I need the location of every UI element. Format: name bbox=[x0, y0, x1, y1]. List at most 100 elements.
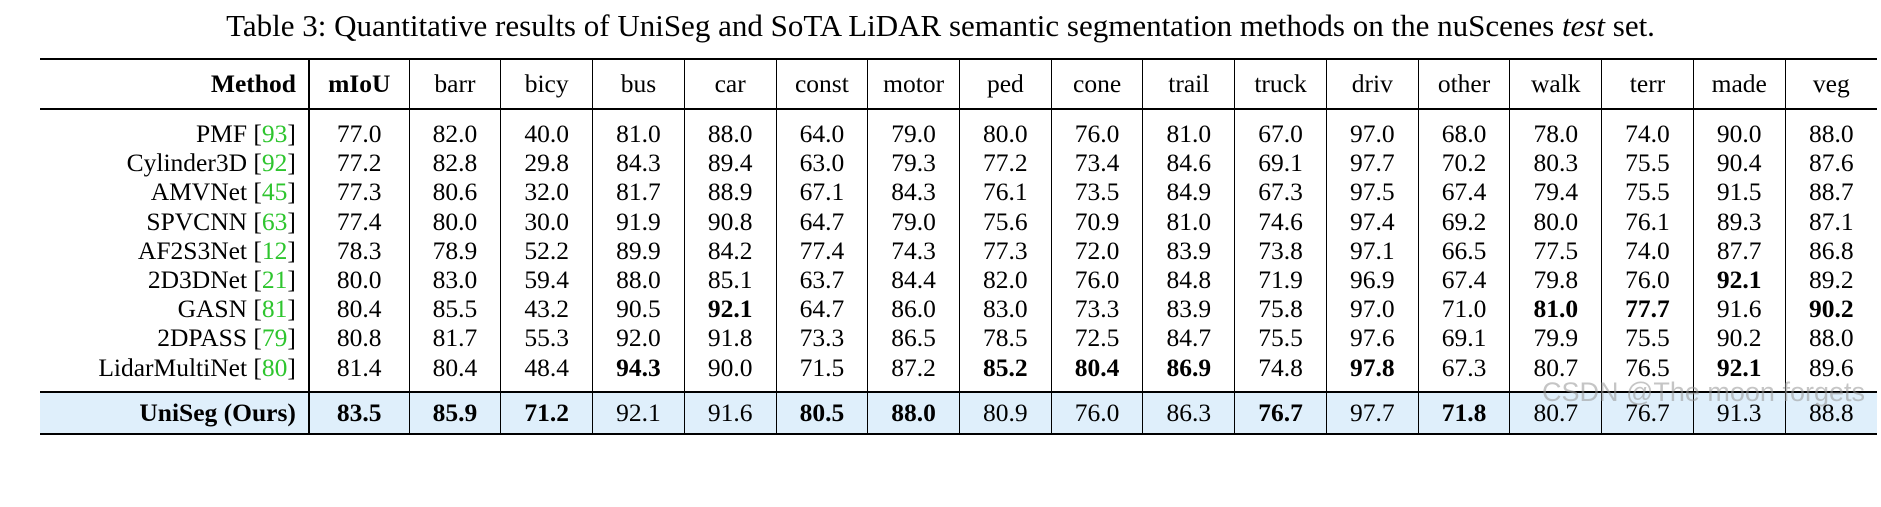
value-cell: 88.0 bbox=[592, 264, 685, 295]
value-cell: 86.9 bbox=[1142, 352, 1235, 392]
value-cell: 85.2 bbox=[958, 352, 1052, 392]
value-cell: 81.0 bbox=[1509, 294, 1602, 324]
value-cell: 80.0 bbox=[307, 264, 410, 295]
citation-ref: 81 bbox=[261, 294, 288, 324]
value-cell: 72.5 bbox=[1050, 323, 1143, 353]
value-cell: 86.8 bbox=[1784, 235, 1877, 265]
value-cell: 70.2 bbox=[1417, 148, 1510, 178]
value-cell: 43.2 bbox=[500, 294, 593, 324]
value-cell: 80.7 bbox=[1509, 390, 1602, 435]
caption-italic: test bbox=[1561, 8, 1605, 43]
value-cell: 76.1 bbox=[1601, 206, 1694, 236]
value-cell: 76.1 bbox=[958, 177, 1052, 207]
column-header: const bbox=[775, 58, 868, 110]
value-cell: 73.4 bbox=[1050, 148, 1143, 178]
value-cell: 97.8 bbox=[1325, 352, 1419, 392]
method-cell: PMF [93] bbox=[195, 119, 296, 149]
value-cell: 84.7 bbox=[1142, 323, 1235, 353]
value-cell: 80.0 bbox=[408, 206, 501, 236]
value-cell: 96.9 bbox=[1325, 264, 1419, 295]
value-cell: 76.0 bbox=[1050, 264, 1143, 295]
value-cell: 71.2 bbox=[500, 390, 593, 435]
citation-ref: 45 bbox=[261, 177, 288, 207]
value-cell: 90.5 bbox=[592, 294, 685, 324]
value-cell: 77.3 bbox=[958, 235, 1052, 265]
value-cell: 67.1 bbox=[775, 177, 868, 207]
value-cell: 88.8 bbox=[1784, 390, 1877, 435]
value-cell: 73.3 bbox=[775, 323, 868, 353]
method-rows: PMF [93] 77.0 82.0 40.0 81.0 88.0 64.0 79.0 80.0… bbox=[40, 109, 1877, 392]
method-name: LidarMultiNet bbox=[98, 352, 248, 382]
value-cell: 76.0 bbox=[1601, 264, 1694, 295]
value-cell: 64.0 bbox=[775, 109, 868, 149]
value-cell: 77.2 bbox=[307, 148, 410, 178]
value-cell: 79.9 bbox=[1509, 323, 1602, 353]
value-cell: 88.0 bbox=[1784, 109, 1877, 149]
value-cell: 89.2 bbox=[1784, 264, 1877, 295]
value-cell: 90.2 bbox=[1692, 323, 1786, 353]
citation-ref: 80 bbox=[261, 352, 288, 382]
value-cell: 84.6 bbox=[1142, 148, 1235, 178]
value-cell: 79.4 bbox=[1509, 177, 1602, 207]
value-cell: 78.9 bbox=[408, 235, 501, 265]
value-cell: 67.3 bbox=[1234, 177, 1327, 207]
value-cell: 80.3 bbox=[1509, 148, 1602, 178]
value-cell: 79.3 bbox=[867, 148, 960, 178]
value-cell: 77.4 bbox=[307, 206, 410, 236]
value-cell: 83.0 bbox=[958, 294, 1052, 324]
table-row: 2D3DNet [21] 80.0 83.0 59.4 88.0 85.1 63.7 84.4… bbox=[40, 264, 1877, 295]
value-cell: 86.0 bbox=[867, 294, 960, 324]
method-name: AF2S3Net bbox=[137, 235, 248, 265]
value-cell: 84.2 bbox=[683, 235, 777, 265]
value-cell: 92.1 bbox=[592, 390, 685, 435]
value-cell: 73.3 bbox=[1050, 294, 1143, 324]
value-cell: 97.1 bbox=[1325, 235, 1419, 265]
value-cell: 88.0 bbox=[1784, 323, 1877, 353]
value-cell: 97.0 bbox=[1325, 109, 1419, 149]
method-name: GASN bbox=[177, 294, 248, 324]
value-cell: 83.5 bbox=[307, 390, 410, 435]
value-cell: 71.9 bbox=[1234, 264, 1327, 295]
value-cell: 76.0 bbox=[1050, 390, 1143, 435]
table-row: GASN [81] 80.4 85.5 43.2 90.5 92.1 64.7 86.0 83.… bbox=[40, 294, 1877, 324]
value-cell: 67.0 bbox=[1234, 109, 1327, 149]
value-cell: 84.3 bbox=[867, 177, 960, 207]
value-cell: 90.0 bbox=[683, 352, 777, 392]
value-cell: 55.3 bbox=[500, 323, 593, 353]
value-cell: 97.4 bbox=[1325, 206, 1419, 236]
value-cell: 86.3 bbox=[1142, 390, 1235, 435]
value-cell: 91.6 bbox=[683, 390, 777, 435]
method-cell-ours: UniSeg (Ours) bbox=[40, 390, 309, 435]
value-cell: 82.0 bbox=[408, 109, 501, 149]
value-cell: 76.7 bbox=[1601, 390, 1694, 435]
value-cell: 77.0 bbox=[307, 109, 410, 149]
value-cell: 48.4 bbox=[500, 352, 593, 392]
value-cell: 72.0 bbox=[1050, 235, 1143, 265]
value-cell: 87.2 bbox=[867, 352, 960, 392]
column-header: driv bbox=[1325, 58, 1419, 110]
table-row: Cylinder3D [92] 77.2 82.8 29.8 84.3 89.4 63.0 7… bbox=[40, 148, 1877, 178]
value-cell: 63.7 bbox=[775, 264, 868, 295]
value-cell: 83.0 bbox=[408, 264, 501, 295]
table-row: PMF [93] 77.0 82.0 40.0 81.0 88.0 64.0 79.0 80.0… bbox=[40, 109, 1877, 149]
value-cell: 92.1 bbox=[1692, 264, 1786, 295]
method-cell: SPVCNN [63] bbox=[146, 206, 296, 236]
value-cell: 81.0 bbox=[1142, 109, 1235, 149]
value-cell: 75.5 bbox=[1601, 323, 1694, 353]
value-cell: 74.0 bbox=[1601, 235, 1694, 265]
value-cell: 77.7 bbox=[1601, 294, 1694, 324]
method-cell: 2DPASS [79] bbox=[157, 323, 296, 353]
value-cell: 77.3 bbox=[307, 177, 410, 207]
caption-prefix: Table 3: Quantitative results of UniSeg … bbox=[226, 8, 1562, 43]
value-cell: 91.9 bbox=[592, 206, 685, 236]
value-cell: 74.6 bbox=[1234, 206, 1327, 236]
value-cell: 76.7 bbox=[1234, 390, 1327, 435]
table-row: 2DPASS [79] 80.8 81.7 55.3 92.0 91.8 73.3 86.5 7… bbox=[40, 323, 1877, 353]
value-cell: 32.0 bbox=[500, 177, 593, 207]
value-cell: 97.7 bbox=[1325, 390, 1419, 435]
value-cell: 69.1 bbox=[1417, 323, 1510, 353]
value-cell: 73.8 bbox=[1234, 235, 1327, 265]
column-header: ped bbox=[958, 58, 1052, 110]
value-cell: 80.7 bbox=[1509, 352, 1602, 392]
value-cell: 74.3 bbox=[867, 235, 960, 265]
